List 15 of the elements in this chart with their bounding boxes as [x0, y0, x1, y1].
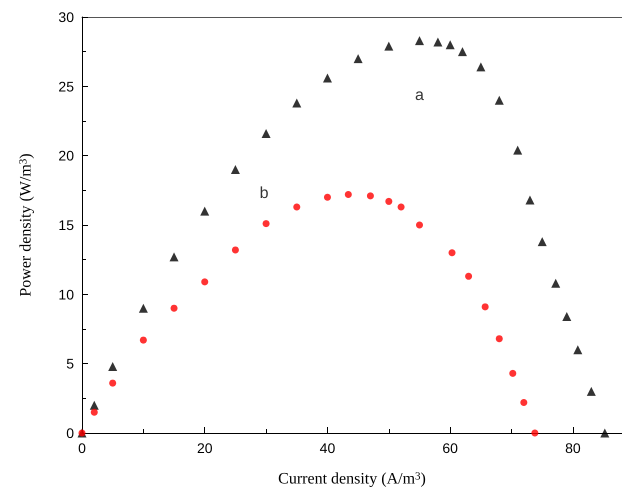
- y-axis-title: Power density (W/m3): [18, 153, 34, 297]
- x-tick-label: 60: [442, 440, 458, 456]
- text: a: [415, 87, 424, 104]
- x-tick-label: 0: [78, 440, 86, 456]
- x-tick-label: 80: [565, 440, 581, 456]
- y-tick-label: 5: [66, 356, 74, 372]
- y-tick-label: 10: [58, 286, 74, 302]
- y-tick-label: 15: [58, 217, 74, 233]
- series-label: b: [260, 185, 269, 202]
- x-tick-label: 40: [320, 440, 336, 456]
- y-tick-label: 20: [58, 148, 74, 164]
- y-tick-label: 25: [58, 78, 74, 94]
- x-tick-label: 20: [196, 440, 213, 456]
- y-tick-label: 0: [66, 425, 74, 441]
- y-tick-label: 30: [58, 9, 74, 25]
